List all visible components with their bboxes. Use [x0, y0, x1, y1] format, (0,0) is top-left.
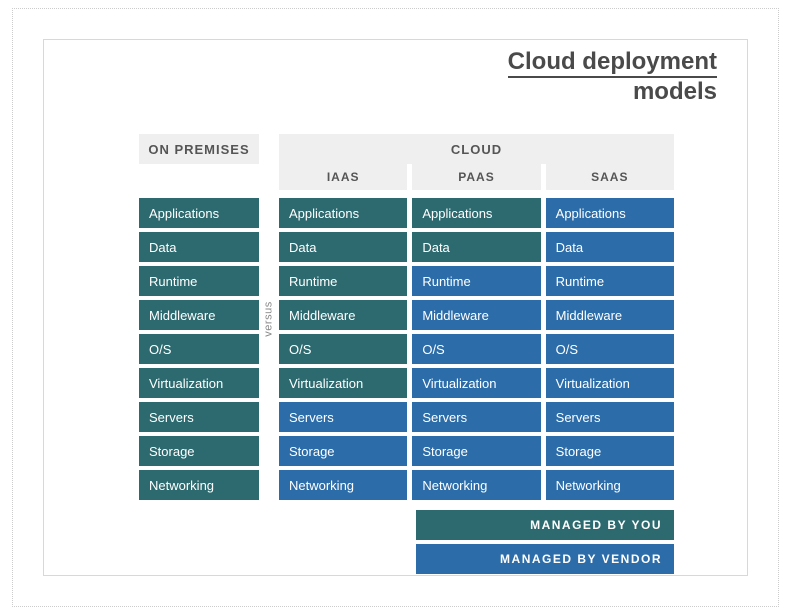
- page-title: Cloud deployment models: [508, 48, 717, 106]
- layer-cell-onprem-applications: Applications: [139, 198, 259, 228]
- layer-cell-paas-applications: Applications: [412, 198, 540, 228]
- layer-cell-iaas-os: O/S: [279, 334, 407, 364]
- layer-cell-paas-networking: Networking: [412, 470, 540, 500]
- layer-cell-onprem-storage: Storage: [139, 436, 259, 466]
- layer-cell-onprem-data: Data: [139, 232, 259, 262]
- title-line2: models: [508, 78, 717, 106]
- deployment-diagram: ON PREMISES ApplicationsDataRuntimeMiddl…: [139, 134, 674, 504]
- layer-cell-saas-networking: Networking: [546, 470, 674, 500]
- legend-managed-by-vendor: MANAGED BY VENDOR: [416, 544, 674, 574]
- header-paas: PAAS: [412, 164, 540, 190]
- versus-label: versus: [263, 301, 275, 336]
- layer-cell-saas-data: Data: [546, 232, 674, 262]
- layer-cell-iaas-virtualization: Virtualization: [279, 368, 407, 398]
- versus-divider: versus: [259, 134, 279, 504]
- header-cloud: CLOUD: [279, 134, 674, 164]
- dotted-frame: Cloud deployment models ON PREMISES Appl…: [12, 8, 779, 607]
- layer-cell-paas-servers: Servers: [412, 402, 540, 432]
- layer-cell-paas-data: Data: [412, 232, 540, 262]
- layer-cell-saas-os: O/S: [546, 334, 674, 364]
- layer-cell-onprem-servers: Servers: [139, 402, 259, 432]
- header-iaas: IAAS: [279, 164, 407, 190]
- legend-managed-by-you: MANAGED BY YOU: [416, 510, 674, 540]
- layer-cell-saas-runtime: Runtime: [546, 266, 674, 296]
- layer-cell-iaas-runtime: Runtime: [279, 266, 407, 296]
- column-paas: PAAS Applications Data Runtime Middleware O/…: [412, 164, 540, 504]
- inner-frame: Cloud deployment models ON PREMISES Appl…: [43, 39, 748, 576]
- layer-cell-paas-middleware: Middleware: [412, 300, 540, 330]
- cloud-block: CLOUD IAAS ApplicationsDataRuntimeMiddle…: [279, 134, 674, 504]
- layer-cell-onprem-middleware: Middleware: [139, 300, 259, 330]
- layer-cell-saas-storage: Storage: [546, 436, 674, 466]
- column-saas: SAAS Applications Data Runtime Middleware O/…: [546, 164, 674, 504]
- header-on-premises: ON PREMISES: [139, 134, 259, 164]
- column-iaas: IAAS Applications Data Runtime Middleware O/…: [279, 164, 407, 504]
- layer-cell-saas-virtualization: Virtualization: [546, 368, 674, 398]
- title-line1: Cloud deployment: [508, 48, 717, 78]
- layer-cell-onprem-networking: Networking: [139, 470, 259, 500]
- layer-cell-iaas-applications: Applications: [279, 198, 407, 228]
- layer-cell-onprem-virtualization: Virtualization: [139, 368, 259, 398]
- layer-cell-iaas-data: Data: [279, 232, 407, 262]
- layer-cell-iaas-servers: Servers: [279, 402, 407, 432]
- header-saas: SAAS: [546, 164, 674, 190]
- layer-cell-saas-applications: Applications: [546, 198, 674, 228]
- layer-cell-iaas-networking: Networking: [279, 470, 407, 500]
- layer-cell-paas-os: O/S: [412, 334, 540, 364]
- column-on-premises: ON PREMISES Applications Data Runtime Middl…: [139, 134, 259, 504]
- layer-cell-paas-virtualization: Virtualization: [412, 368, 540, 398]
- layer-cell-iaas-storage: Storage: [279, 436, 407, 466]
- layer-cell-saas-middleware: Middleware: [546, 300, 674, 330]
- layer-cell-iaas-middleware: Middleware: [279, 300, 407, 330]
- layer-cell-onprem-runtime: Runtime: [139, 266, 259, 296]
- layer-cell-saas-servers: Servers: [546, 402, 674, 432]
- layer-cell-onprem-os: O/S: [139, 334, 259, 364]
- layer-cell-paas-runtime: Runtime: [412, 266, 540, 296]
- layer-cell-paas-storage: Storage: [412, 436, 540, 466]
- legend: MANAGED BY YOU MANAGED BY VENDOR: [416, 510, 674, 574]
